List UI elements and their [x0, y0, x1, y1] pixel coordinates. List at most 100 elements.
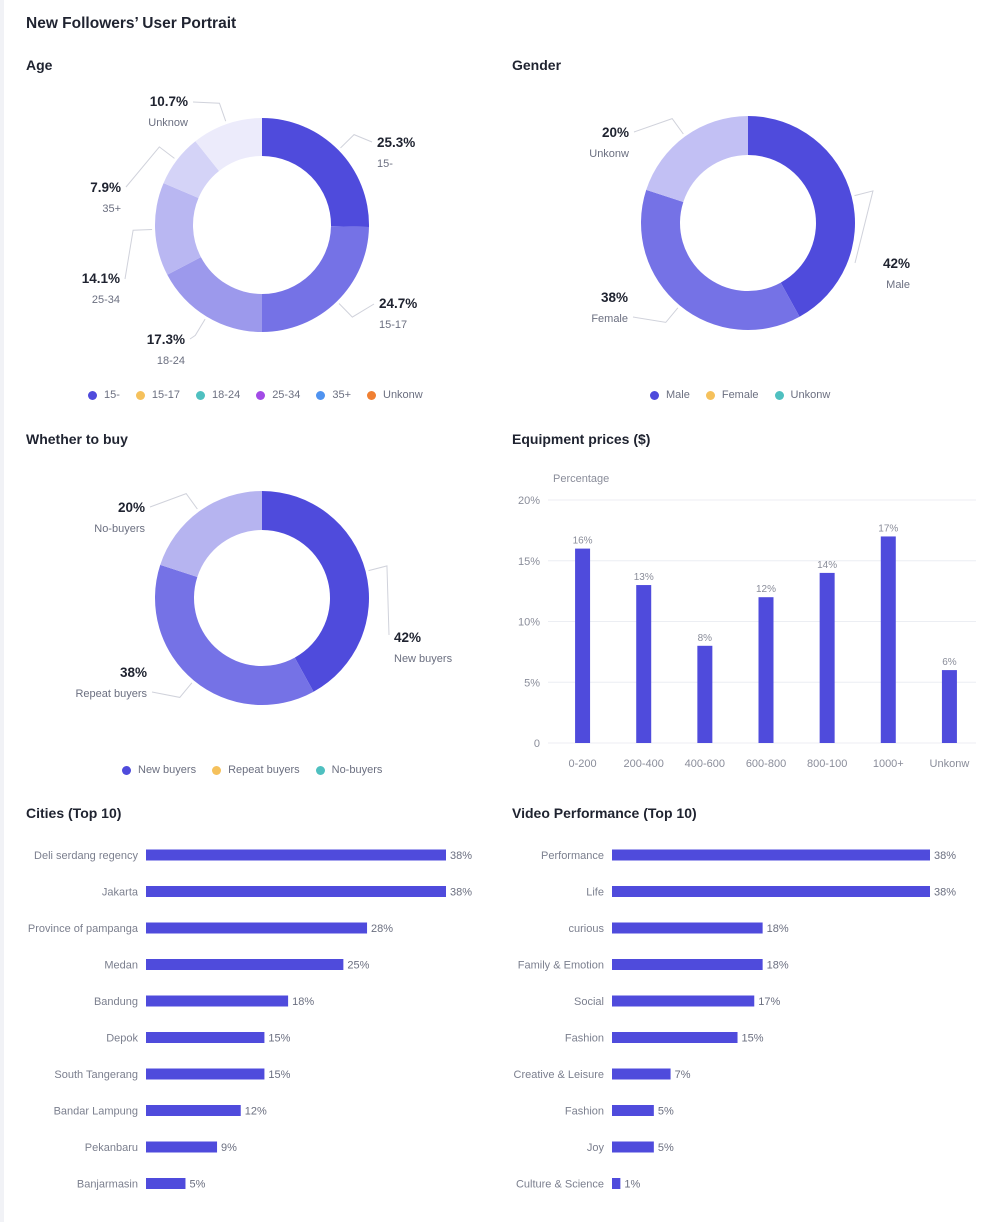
bar-value-label: 18% — [767, 960, 789, 972]
buy-legend: New buyers Repeat buyers No-buyers — [122, 764, 382, 776]
page-title: New Followers’ User Portrait — [26, 15, 237, 32]
legend-item-unkonw[interactable]: Unkonw — [367, 389, 423, 401]
legend-dot — [135, 390, 145, 400]
donut-slice-unkonw[interactable] — [646, 116, 748, 202]
bar-1000[interactable] — [880, 536, 896, 743]
slice-category-label: 35+ — [102, 203, 121, 215]
slice-category-label: 18-24 — [157, 355, 185, 367]
bar-family-emotion[interactable] — [612, 959, 763, 970]
bar-800-100[interactable] — [819, 572, 835, 743]
bar-deli-serdang-regency[interactable] — [146, 849, 446, 861]
leader-line — [189, 318, 206, 340]
cities-bar-chart: Deli serdang regency 38% Jakarta 38% Provinc… — [28, 849, 472, 1191]
donut-slice-25-34[interactable] — [154, 183, 201, 275]
bar-pekanbaru[interactable] — [146, 1141, 218, 1153]
legend-dot — [315, 765, 325, 775]
slice-percent-label: 42% — [883, 256, 910, 271]
leader-line — [632, 307, 679, 323]
legend-label: Unkonw — [790, 389, 831, 401]
legend-item-male[interactable]: Male — [650, 389, 690, 401]
legend-dot — [774, 390, 784, 400]
bar-life[interactable] — [612, 886, 930, 897]
bar-medan[interactable] — [146, 959, 344, 970]
bar-curious[interactable] — [612, 922, 763, 934]
bar-jakarta[interactable] — [146, 886, 446, 897]
legend-dot — [367, 390, 376, 400]
bar-depok[interactable] — [146, 1032, 265, 1043]
y-tick-label: 0 — [534, 738, 540, 750]
legend-item-35[interactable]: 35+ — [316, 389, 351, 401]
donut-slice-male[interactable] — [748, 116, 855, 317]
legend-label: New buyers — [138, 764, 197, 776]
bar-fashion[interactable] — [612, 1105, 654, 1116]
donut-slice-repeat-buyers[interactable] — [155, 564, 314, 705]
donut-slice-15-17[interactable] — [262, 226, 369, 332]
legend-dot — [212, 765, 222, 775]
bar-joy[interactable] — [612, 1141, 654, 1153]
bar-400-600[interactable] — [697, 645, 713, 743]
bar-bandar-lampung[interactable] — [146, 1105, 241, 1116]
bar-fashion[interactable] — [612, 1032, 738, 1043]
slice-category-label: Female — [591, 313, 628, 325]
legend-item-repeat-buyers[interactable]: Repeat buyers — [212, 764, 300, 776]
legend-item-25-34[interactable]: 25-34 — [256, 389, 300, 401]
bar-bandung[interactable] — [146, 995, 289, 1007]
y-tick-label: 15% — [518, 556, 540, 568]
donut-slice-new-buyers[interactable] — [262, 491, 369, 692]
slice-category-label: New buyers — [394, 653, 453, 665]
left-rail — [0, 0, 4, 1222]
bar-performance[interactable] — [612, 849, 930, 861]
y-axis-title: Percentage — [553, 473, 609, 485]
donut-slice-female[interactable] — [641, 189, 800, 330]
bar-category-label: Bandar Lampung — [54, 1106, 138, 1118]
bar-south-tangerang[interactable] — [146, 1068, 265, 1080]
donut-slice-35[interactable] — [163, 141, 220, 198]
legend-label: 15-17 — [151, 389, 181, 401]
bar-category-label: South Tangerang — [54, 1069, 138, 1081]
slice-percent-label: 10.7% — [150, 94, 188, 109]
bar-creative-leisure[interactable] — [612, 1068, 671, 1080]
gender-legend: Male Female Unkonw — [650, 389, 830, 401]
leader-line — [368, 565, 390, 636]
bar-category-label: Medan — [104, 960, 138, 972]
donut-slice-18-24[interactable] — [167, 257, 262, 332]
bar-category-label: Banjarmasin — [77, 1179, 138, 1191]
bar-category-label: Social — [574, 996, 604, 1008]
bar-0-200[interactable] — [575, 548, 591, 743]
x-tick-label: 400-600 — [685, 758, 725, 770]
bar-200-400[interactable] — [636, 585, 652, 743]
leader-line — [124, 228, 153, 280]
y-tick-label: 10% — [518, 617, 540, 629]
leader-line — [149, 493, 198, 510]
bar-province-of-pampanga[interactable] — [146, 922, 368, 934]
donut-slice-unknow[interactable] — [195, 118, 262, 172]
bar-value-label: 6% — [942, 657, 957, 668]
bar-social[interactable] — [612, 995, 755, 1007]
leader-line — [151, 682, 193, 698]
legend-item-no-buyers[interactable]: No-buyers — [315, 764, 382, 776]
legend-item-female[interactable]: Female — [705, 389, 759, 401]
bar-value-label: 5% — [189, 1179, 205, 1191]
bar-600-800[interactable] — [758, 597, 774, 743]
bar-banjarmasin[interactable] — [146, 1178, 186, 1189]
bar-culture-science[interactable] — [612, 1178, 621, 1189]
legend-dot — [256, 390, 266, 400]
leader-line — [340, 134, 373, 149]
slice-category-label: No-buyers — [94, 523, 145, 535]
donut-slice-no-buyers[interactable] — [160, 491, 262, 577]
legend-label: 15- — [104, 389, 120, 401]
bar-category-label: Creative & Leisure — [514, 1069, 605, 1081]
bar-category-label: Pekanbaru — [85, 1142, 138, 1154]
donut-slice-15[interactable] — [262, 118, 369, 228]
legend-item-unkonw[interactable]: Unkonw — [774, 389, 831, 401]
legend-item-18-24[interactable]: 18-24 — [196, 389, 240, 401]
leader-line — [338, 303, 375, 318]
bar-category-label: Province of pampanga — [28, 923, 139, 935]
legend-item-15-17[interactable]: 15-17 — [135, 389, 181, 401]
legend-item-new-buyers[interactable]: New buyers — [122, 764, 196, 776]
cities-chart-title: Cities (Top 10) — [26, 805, 122, 821]
legend-item-15[interactable]: 15- — [88, 389, 120, 401]
bar-unkonw[interactable] — [941, 670, 957, 743]
y-tick-label: 20% — [518, 495, 540, 507]
slice-category-label: Repeat buyers — [75, 688, 147, 700]
